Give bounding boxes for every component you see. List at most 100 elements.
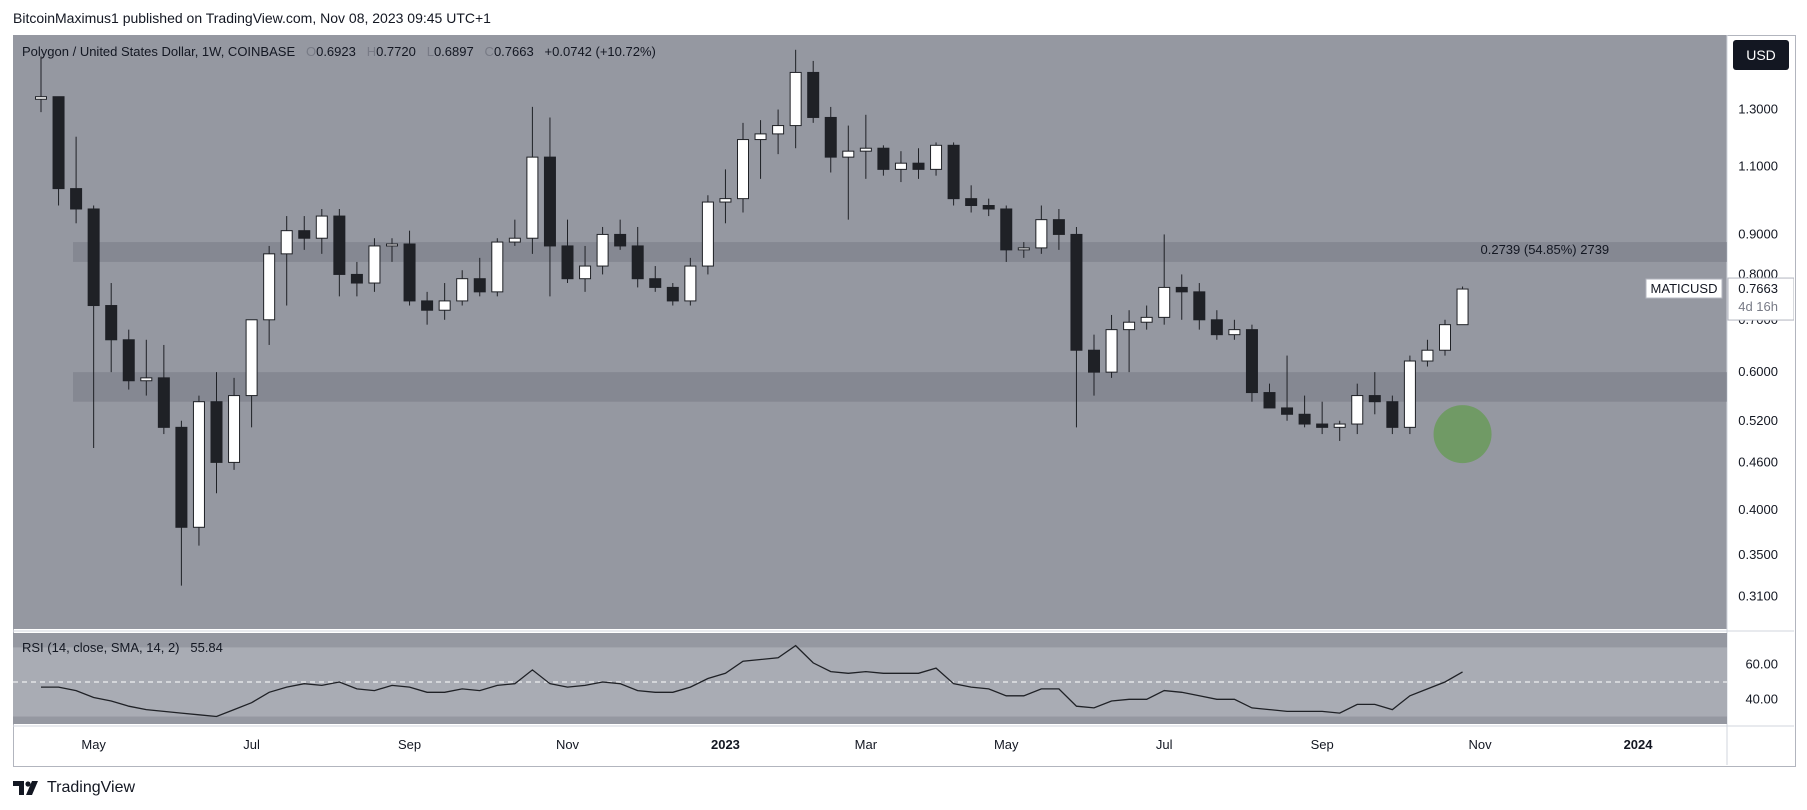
price-pane-background <box>13 35 1727 629</box>
candle-up <box>1228 329 1241 336</box>
candle-up <box>1421 349 1434 362</box>
candle-down <box>333 215 346 275</box>
symbol-legend[interactable]: Polygon / United States Dollar, 1W, COIN… <box>22 44 656 59</box>
candle-up <box>228 395 241 463</box>
tradingview-brand[interactable]: TradingView <box>13 779 135 797</box>
publisher-caption: BitcoinMaximus1 published on TradingView… <box>13 10 491 26</box>
candle-down <box>807 71 820 118</box>
price-tick-label: 0.5200 <box>1738 413 1778 428</box>
time-tick-label: Nov <box>556 737 580 752</box>
candle-up <box>859 147 872 152</box>
chart-svg[interactable]: 1.50001.30001.10000.90000.80000.70000.60… <box>13 35 1794 765</box>
symbol-title: Polygon / United States Dollar, 1W, COIN… <box>22 44 296 59</box>
candle-up <box>719 198 732 203</box>
tradingview-logo-icon <box>13 781 38 795</box>
candle-down <box>877 147 890 170</box>
candle-down <box>1070 233 1083 351</box>
last-price-label: 0.7663 <box>1738 281 1778 296</box>
candle-up <box>1158 286 1171 318</box>
candle-up <box>1439 324 1451 351</box>
candle-down <box>1368 395 1381 403</box>
bar-countdown-label: 4d 16h <box>1738 299 1778 314</box>
candle-up <box>1403 360 1416 428</box>
candle-up <box>456 278 469 302</box>
time-tick-label: Nov <box>1469 737 1493 752</box>
price-pane: 1.50001.30001.10000.90000.80000.70000.60… <box>13 35 1794 765</box>
candle-down <box>403 243 416 302</box>
candle-down <box>561 245 574 280</box>
candle-down <box>52 96 65 190</box>
time-tick-label: 2024 <box>1624 737 1654 752</box>
rsi-line <box>41 644 1463 718</box>
candle-up <box>386 243 398 247</box>
candle-up <box>35 96 47 100</box>
candle-up <box>1140 316 1153 323</box>
candle-down <box>1193 291 1206 321</box>
symbol-tag: MATICUSD <box>1651 281 1718 296</box>
candle-down <box>87 208 100 307</box>
candle-up <box>263 253 276 321</box>
time-tick-label: Jul <box>1156 737 1173 752</box>
candle-up <box>368 245 381 284</box>
candle-down <box>1298 413 1311 425</box>
candle-down <box>298 230 311 239</box>
candle-up <box>684 265 697 302</box>
open-label: O <box>305 44 317 59</box>
candle-up <box>772 125 785 135</box>
candle-down <box>122 339 135 382</box>
highlight-circle <box>1433 405 1492 464</box>
candle-down <box>1245 329 1258 394</box>
low-value: 0.6897 <box>433 44 474 59</box>
time-tick-label: Mar <box>855 737 878 752</box>
candle-up <box>245 319 258 397</box>
rsi-legend[interactable]: RSI (14, close, SMA, 14, 2) 55.84 <box>22 640 223 655</box>
candle-down <box>1000 208 1013 251</box>
open-value: 0.6923 <box>316 44 356 59</box>
rsi-value: 55.84 <box>190 640 223 655</box>
candle-down <box>543 156 556 247</box>
price-tick-label: 0.4600 <box>1738 454 1778 469</box>
candle-down <box>965 198 978 207</box>
high-value: 0.7720 <box>376 44 416 59</box>
candle-down <box>70 188 83 210</box>
time-tick-label: May <box>994 737 1019 752</box>
candle-down <box>1088 349 1100 373</box>
change-value: +0.0742 (+10.72%) <box>544 44 656 59</box>
time-tick-label: Jul <box>243 737 260 752</box>
candle-up <box>140 377 153 382</box>
currency-button[interactable]: USD <box>1733 40 1789 70</box>
candle-up <box>1351 395 1364 425</box>
candle-up <box>842 150 855 158</box>
high-label: H <box>366 44 377 59</box>
price-tag-background <box>1727 277 1794 321</box>
price-tick-label: 0.3500 <box>1738 547 1778 562</box>
rsi-tick-label: 60.00 <box>1745 657 1778 672</box>
candle-down <box>350 273 363 284</box>
symbol-tag-background <box>1645 278 1723 299</box>
candle-down <box>1386 401 1399 428</box>
candle-down <box>105 305 118 341</box>
candle-up <box>579 265 592 280</box>
brand-name: TradingView <box>47 779 136 796</box>
candle-down <box>912 162 925 170</box>
price-tick-label: 0.9000 <box>1738 226 1778 241</box>
candle-up <box>526 156 539 239</box>
candle-up <box>894 162 907 170</box>
price-tick-label: 1.3000 <box>1738 102 1778 117</box>
price-tick-label: 0.4000 <box>1738 502 1778 517</box>
candle-down <box>175 426 188 528</box>
overlays: 0.2739 (54.85%) 2739 MATICUSD 0.7663 4d 16h <box>1433 242 1794 464</box>
candle-down <box>614 233 627 247</box>
candle-down <box>982 205 995 210</box>
price-tick-label: 1.1000 <box>1738 158 1778 173</box>
candle-down <box>1281 407 1294 415</box>
candle-up <box>1105 329 1118 373</box>
candle-down <box>1210 319 1223 336</box>
candle-up <box>1123 321 1136 331</box>
candle-up <box>1017 247 1030 251</box>
candle-down <box>666 286 679 302</box>
time-tick-label: Sep <box>1311 737 1334 752</box>
candle-down <box>1175 286 1188 293</box>
candle-down <box>157 377 170 428</box>
candle-up <box>701 201 714 267</box>
